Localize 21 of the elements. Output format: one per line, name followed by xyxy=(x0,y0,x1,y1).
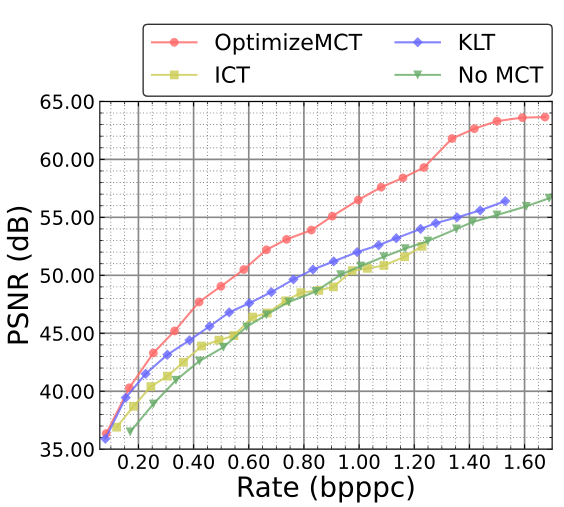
legend-label: OptimizeMCT xyxy=(216,33,362,55)
y-tick-label: 55.00 xyxy=(40,210,94,225)
y-tick-label: 50.00 xyxy=(40,268,94,283)
x-tick-label: 0.60 xyxy=(228,454,270,470)
legend-label: KLT xyxy=(460,34,496,50)
x-tick-label: 1.40 xyxy=(450,454,490,470)
x-tick-label: 0.80 xyxy=(284,454,324,470)
y-tick-label: 60.00 xyxy=(40,152,94,168)
y-axis-title: PSNR (dB) xyxy=(6,206,32,344)
y-tick-label: 35.00 xyxy=(40,442,94,457)
y-tick-label: 65.00 xyxy=(40,94,94,110)
legend-label: ICT xyxy=(216,66,250,83)
x-tick-label: 0.20 xyxy=(118,454,159,470)
x-tick-label: 1.20 xyxy=(394,454,435,470)
x-tick-label: 0.40 xyxy=(173,454,214,470)
x-tick-label: 1.60 xyxy=(505,454,545,470)
x-axis-title: Rate (bpppc) xyxy=(238,476,414,503)
y-tick-label: 45.00 xyxy=(40,326,94,341)
legend-label: No MCT xyxy=(460,66,544,83)
x-tick-label: 1.00 xyxy=(340,454,380,470)
y-tick-label: 40.00 xyxy=(40,384,94,399)
